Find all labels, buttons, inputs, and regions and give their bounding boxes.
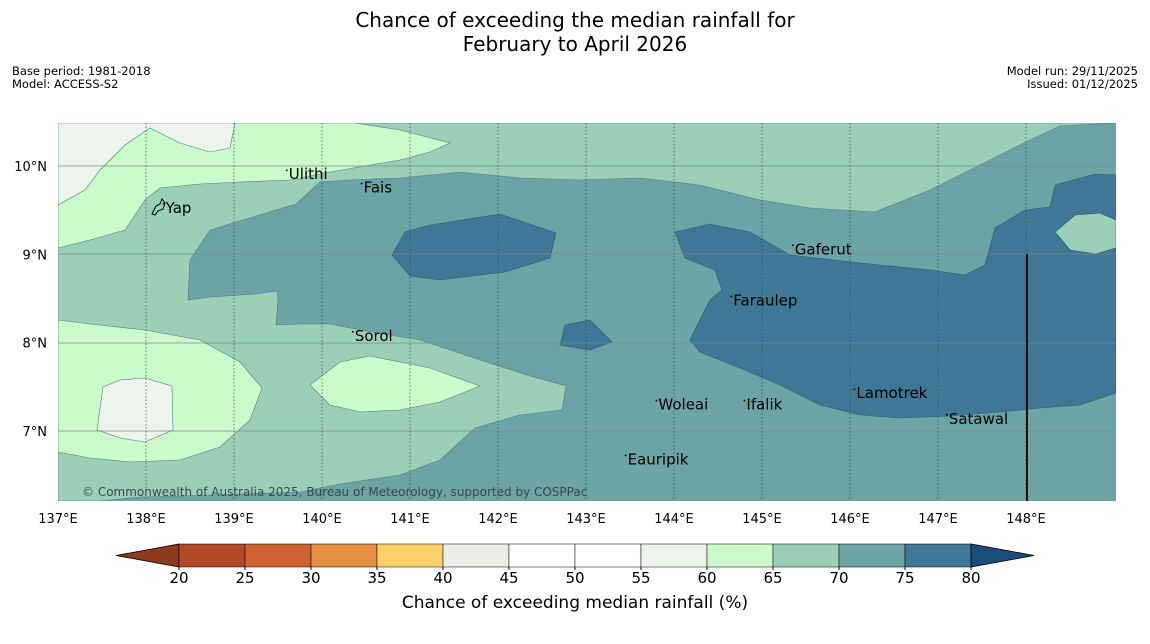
place-marker <box>730 295 733 298</box>
colorbar-tick-label: 50 <box>565 569 584 587</box>
contour-60-65-central <box>309 355 481 413</box>
colorbar-segment <box>706 543 774 568</box>
lat-tick-labels: 10°N 9°N 8°N 7°N <box>14 160 47 440</box>
colorbar-tick-label: 20 <box>169 569 188 587</box>
colorbar-tick-label: 80 <box>961 569 980 587</box>
model-run: Model run: 29/11/2025 <box>1006 64 1138 78</box>
contour-65-70 <box>58 123 1116 501</box>
colorbar-tick-label: 25 <box>235 569 254 587</box>
map-area: © Commonwealth of Australia 2025, Bureau… <box>58 123 1116 501</box>
place-label: Ulithi <box>289 165 328 183</box>
colorbar-segment <box>244 543 312 568</box>
colorbar-tick-label: 55 <box>631 569 650 587</box>
lat-tick-label: 9°N <box>23 248 48 263</box>
colorbar-segment <box>508 543 576 568</box>
lon-gridlines <box>145 123 1027 501</box>
lon-tick-label: 141°E <box>390 512 430 527</box>
lat-tick-label: 10°N <box>14 160 47 175</box>
lon-tick-label: 138°E <box>126 512 166 527</box>
lon-tick-label: 143°E <box>566 512 606 527</box>
title-line-1: Chance of exceeding the median rainfall … <box>355 8 795 32</box>
colorbar: 20 25 30 35 40 45 50 55 60 65 70 75 80 <box>115 543 1035 587</box>
place-marker <box>655 399 658 402</box>
colorbar-segment <box>904 543 972 568</box>
colorbar-tick-label: 65 <box>763 569 782 587</box>
place-label: Sorol <box>355 327 393 345</box>
contour-55-60-north <box>58 123 236 206</box>
title-line-2: February to April 2026 <box>462 32 688 56</box>
colorbar-segment <box>640 543 708 568</box>
place-marker <box>360 182 363 185</box>
colorbar-segment <box>376 543 444 568</box>
place-labels: Ulithi Fais Yap Gaferut Faraulep Sorol Woleai I… <box>162 165 1008 468</box>
place-label: Lamotrek <box>856 384 927 402</box>
meta-left: Base period: 1981-2018 Model: ACCESS-S2 <box>12 65 151 90</box>
meta-right: Model run: 29/11/2025 Issued: 01/12/2025 <box>1007 65 1138 90</box>
base-period: Base period: 1981-2018 <box>12 64 151 78</box>
contour-60-65-west <box>58 123 451 249</box>
colorbar-low-extend <box>115 543 180 568</box>
place-marker <box>624 454 627 457</box>
colorbar-tick-label: 30 <box>301 569 320 587</box>
place-label: Satawal <box>949 410 1008 428</box>
colorbar-tick-label: 40 <box>433 569 452 587</box>
lat-tick-label: 7°N <box>23 425 48 440</box>
colorbar-tick-label: 35 <box>367 569 386 587</box>
colorbar-segment <box>574 543 642 568</box>
colorbar-segment <box>178 543 246 568</box>
map-title: Chance of exceeding the median rainfall … <box>0 8 1150 56</box>
place-marker <box>945 413 948 416</box>
lon-tick-label: 144°E <box>654 512 694 527</box>
contour-75-80-east <box>674 173 1116 419</box>
colorbar-segment <box>442 543 510 568</box>
lon-tick-label: 140°E <box>302 512 342 527</box>
colorbar-segment <box>772 543 840 568</box>
yap-island <box>151 197 166 216</box>
copyright-text: © Commonwealth of Australia 2025, Bureau… <box>82 485 587 499</box>
place-marker <box>853 388 856 391</box>
place-marker <box>791 244 794 247</box>
place-label: Yap <box>165 199 192 217</box>
contour-55-60-south <box>96 377 174 443</box>
model-name: Model: ACCESS-S2 <box>12 76 119 91</box>
place-label: Faraulep <box>733 292 797 310</box>
colorbar-high-extend <box>970 543 1035 568</box>
place-label: Woleai <box>658 396 708 414</box>
colorbar-label: Chance of exceeding median rainfall (%) <box>401 593 749 613</box>
place-label: Eauripik <box>628 450 689 468</box>
issued-date: Issued: 01/12/2025 <box>1027 76 1138 91</box>
contour-75-80-central <box>391 213 557 281</box>
place-marker <box>162 202 165 205</box>
place-label: Fais <box>364 178 393 196</box>
place-marker <box>351 330 354 333</box>
lon-tick-label: 148°E <box>1006 512 1046 527</box>
colorbar-tick-label: 70 <box>829 569 848 587</box>
lon-tick-label: 147°E <box>918 512 958 527</box>
colorbar-segment <box>310 543 378 568</box>
colorbar-segment <box>838 543 906 568</box>
lon-tick-label: 146°E <box>830 512 870 527</box>
colorbar-tick-label: 75 <box>895 569 914 587</box>
place-label: Gaferut <box>795 240 852 258</box>
place-marker <box>285 169 288 172</box>
lon-tick-label: 145°E <box>742 512 782 527</box>
place-marker <box>743 399 746 402</box>
lon-tick-label: 137°E <box>38 512 78 527</box>
place-label: Ifalik <box>746 396 782 414</box>
lat-tick-label: 8°N <box>23 337 48 352</box>
lon-tick-label: 142°E <box>478 512 518 527</box>
colorbar-tick-label: 45 <box>499 569 518 587</box>
lon-tick-label: 139°E <box>214 512 254 527</box>
colorbar-tick-label: 60 <box>697 569 716 587</box>
lon-tick-labels: 137°E 138°E 139°E 140°E 141°E 142°E 143°E 144°E… <box>38 512 1046 527</box>
